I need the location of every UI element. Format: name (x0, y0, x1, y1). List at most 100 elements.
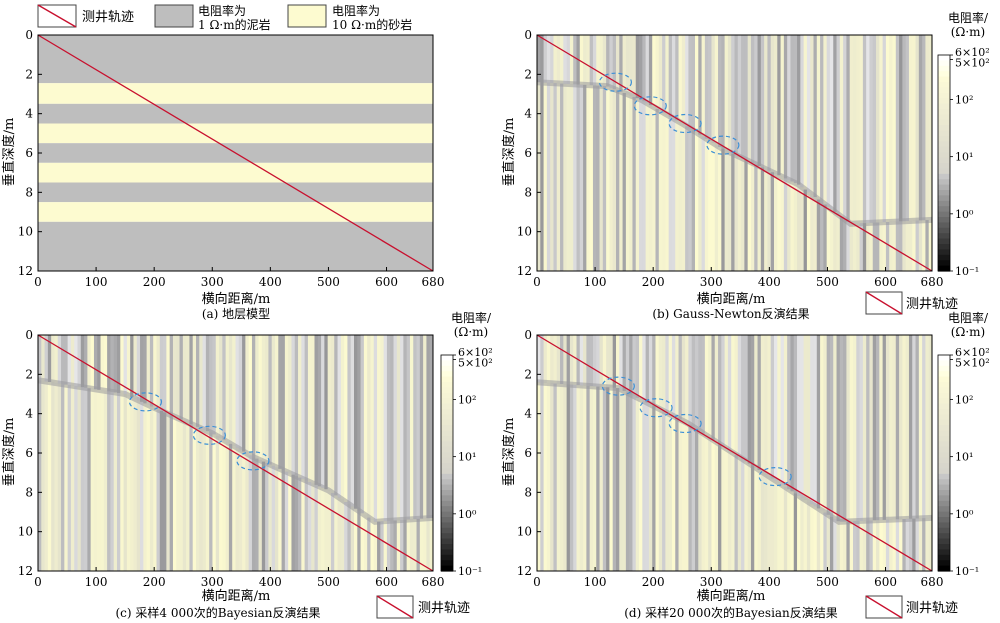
resistivity-column-upper (645, 335, 650, 403)
resistivity-column-lower (704, 138, 709, 271)
resistivity-column-lower (892, 519, 897, 571)
resistivity-column-lower (704, 435, 709, 571)
resistivity-column-lower (166, 413, 171, 571)
resistivity-column-lower (602, 86, 607, 271)
colorbar-segment (938, 109, 950, 115)
colorbar-segment (938, 468, 950, 475)
resistivity-column-lower (616, 90, 620, 272)
colorbar-segment (938, 549, 950, 556)
resistivity-column-lower (899, 519, 903, 571)
colorbar-segment (938, 254, 950, 261)
resistivity-column-lower (573, 84, 577, 271)
resistivity-column-lower (675, 417, 680, 571)
colorbar-title-line1: 电阻率/ (948, 10, 989, 25)
resistivity-column-lower (764, 169, 768, 271)
resistivity-column-upper (836, 35, 841, 215)
resistivity-column-upper (609, 335, 614, 388)
resistivity-column-lower (698, 431, 703, 571)
colorbar-segment (938, 130, 950, 137)
resistivity-column-lower (586, 85, 591, 271)
resistivity-column-upper (537, 35, 541, 83)
resistivity-column-lower (803, 499, 808, 571)
resistivity-column-upper (849, 335, 854, 522)
resistivity-column-upper (324, 335, 329, 490)
colorbar-segment (441, 560, 453, 567)
resistivity-column-lower (727, 450, 732, 571)
resistivity-column-upper (215, 335, 220, 437)
resistivity-column-lower (701, 136, 706, 271)
resistivity-column-lower (797, 495, 801, 571)
resistivity-column-upper (596, 35, 601, 86)
resistivity-column-upper (741, 35, 745, 159)
colorbar-segment (938, 168, 950, 175)
colorbar-tick-label: 6×10² (955, 46, 990, 59)
colorbar-segment (938, 114, 950, 121)
resistivity-column-upper (866, 335, 870, 521)
resistivity-column-lower (783, 487, 788, 571)
resistivity-column-upper (579, 335, 584, 386)
x-tick-label: 400 (758, 575, 781, 589)
resistivity-column-upper (202, 335, 207, 430)
resistivity-column-upper (698, 335, 703, 432)
colorbar-segment (938, 195, 950, 202)
x-tick-label: 200 (642, 275, 665, 289)
colorbar-segment (938, 200, 950, 207)
resistivity-column-upper (281, 335, 286, 471)
resistivity-column-upper (767, 35, 772, 171)
resistivity-column-upper (196, 335, 200, 427)
resistivity-column-lower (169, 415, 174, 571)
resistivity-column-lower (294, 476, 299, 571)
resistivity-column-upper (126, 335, 131, 396)
resistivity-column-lower (586, 385, 591, 571)
resistivity-column-upper (671, 35, 676, 119)
colorbar-tick-label: 10² (955, 93, 973, 106)
resistivity-column-upper (685, 335, 689, 423)
resistivity-column-lower (655, 407, 660, 571)
panel-d-xlabel: 横向距离/m (697, 588, 766, 604)
x-tick-label: 500 (816, 575, 839, 589)
resistivity-column-upper (556, 335, 561, 384)
mud-layer-8 (38, 221, 433, 271)
resistivity-column-upper (826, 35, 831, 207)
resistivity-column-upper (311, 335, 315, 484)
colorbar-tick-label: 5×10² (458, 357, 493, 370)
resistivity-column-lower (406, 519, 411, 571)
resistivity-column-upper (797, 35, 801, 185)
resistivity-column-lower (222, 440, 227, 571)
resistivity-column-lower (833, 519, 838, 571)
panel-b-plot (536, 34, 933, 272)
resistivity-column-upper (754, 335, 759, 468)
resistivity-column-upper (731, 335, 735, 453)
y-tick-label: 8 (25, 185, 33, 199)
resistivity-column-lower (271, 465, 276, 571)
resistivity-column-upper (573, 35, 577, 85)
resistivity-column-lower (793, 493, 798, 571)
resistivity-column-lower (189, 424, 194, 571)
resistivity-column-upper (242, 335, 246, 452)
resistivity-column-upper (695, 35, 699, 133)
resistivity-column-lower (602, 387, 607, 571)
panel-c-well-legend: 测井轨迹 (376, 595, 470, 619)
colorbar-segment (938, 398, 950, 405)
resistivity-column-upper (701, 35, 706, 137)
legend-mud-label-1: 电阻率为 (198, 3, 246, 18)
resistivity-column-lower (133, 398, 138, 571)
resistivity-column-lower (149, 406, 154, 571)
colorbar-segment (938, 419, 950, 426)
resistivity-column-lower (606, 86, 610, 271)
resistivity-column-upper (553, 335, 558, 384)
resistivity-column-lower (918, 518, 923, 571)
resistivity-column-upper (169, 335, 174, 416)
resistivity-column-upper (806, 35, 811, 193)
colorbar-segment (938, 206, 950, 213)
resistivity-column-upper (423, 335, 427, 519)
colorbar-tick-label: 10¹ (955, 151, 973, 164)
resistivity-column-lower (566, 384, 571, 571)
resistivity-column-upper (833, 335, 838, 520)
panel-b-well-line (865, 291, 903, 315)
resistivity-column-upper (284, 335, 289, 472)
resistivity-column-lower (912, 518, 917, 571)
resistivity-column-upper (156, 335, 161, 410)
resistivity-column-lower (846, 521, 851, 571)
